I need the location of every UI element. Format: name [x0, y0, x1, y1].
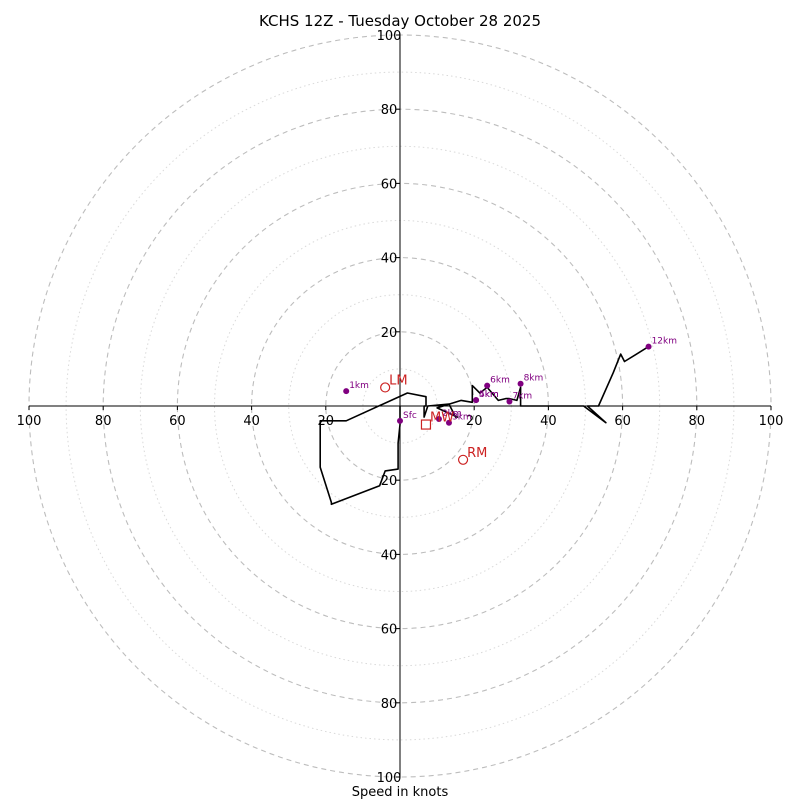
y-tick-label: 60	[381, 623, 398, 638]
height-label-2km: 2km	[442, 409, 462, 419]
height-marker-8km	[517, 380, 524, 387]
x-tick-label: 60	[169, 414, 186, 429]
x-tick-label: 100	[759, 414, 784, 429]
y-tick-label: 100	[377, 29, 402, 44]
height-label-3km: 3km	[452, 413, 472, 423]
height-label-7km: 7km	[512, 392, 532, 402]
height-label-8km: 8km	[524, 374, 544, 384]
height-marker-sfc	[397, 417, 403, 424]
storm-marker-lm	[380, 382, 391, 393]
y-tick-label: 40	[381, 548, 398, 563]
height-marker-7km	[506, 398, 513, 405]
y-tick-label: 20	[381, 326, 398, 341]
height-marker-12km	[645, 343, 652, 350]
storm-motions: LM MW RM	[380, 373, 487, 465]
height-marker-1km	[343, 388, 350, 395]
storm-marker-rm	[457, 454, 469, 465]
y-tick-label: 40	[381, 252, 398, 267]
hodograph-line	[319, 345, 650, 506]
x-axis-label: Speed in knots	[352, 785, 449, 800]
height-marker-5km	[473, 397, 480, 404]
chart-title: KCHS 12Z - Tuesday October 28 2025	[259, 12, 541, 30]
y-tick-label: 80	[381, 103, 398, 118]
y-tick-label: 100	[377, 771, 402, 786]
height-label-sfc: Sfc	[403, 411, 417, 421]
storm-marker-mw	[420, 419, 432, 430]
height-label-12km: 12km	[652, 337, 677, 347]
y-tick-label: 20	[381, 474, 398, 489]
x-tick-label: 60	[614, 414, 631, 429]
height-marker-3km	[445, 419, 452, 426]
storm-label-lm: LM	[389, 373, 407, 388]
height-label-6km: 6km	[490, 376, 510, 386]
x-tick-label: 40	[540, 414, 557, 429]
x-tick-label: 80	[95, 414, 112, 429]
height-marker-6km	[484, 382, 491, 389]
x-tick-label: 80	[689, 414, 706, 429]
height-marker-2km	[435, 415, 442, 422]
height-label-5km: 5km	[479, 390, 499, 400]
tick-labels: 100 80 60 40 20 20 40 60 80 100100806040202040608…	[17, 29, 784, 786]
x-tick-label: 40	[243, 414, 260, 429]
height-label-1km: 1km	[349, 381, 369, 391]
storm-label-mw: MW	[430, 411, 454, 426]
height-label-4km: 4km	[479, 390, 499, 400]
x-tick-label: 20	[466, 414, 483, 429]
y-tick-label: 60	[381, 177, 398, 192]
x-tick-label: 100	[17, 414, 42, 429]
y-tick-label: 80	[381, 697, 398, 712]
storm-label-rm: RM	[467, 446, 487, 461]
hodograph-trace	[319, 345, 650, 506]
